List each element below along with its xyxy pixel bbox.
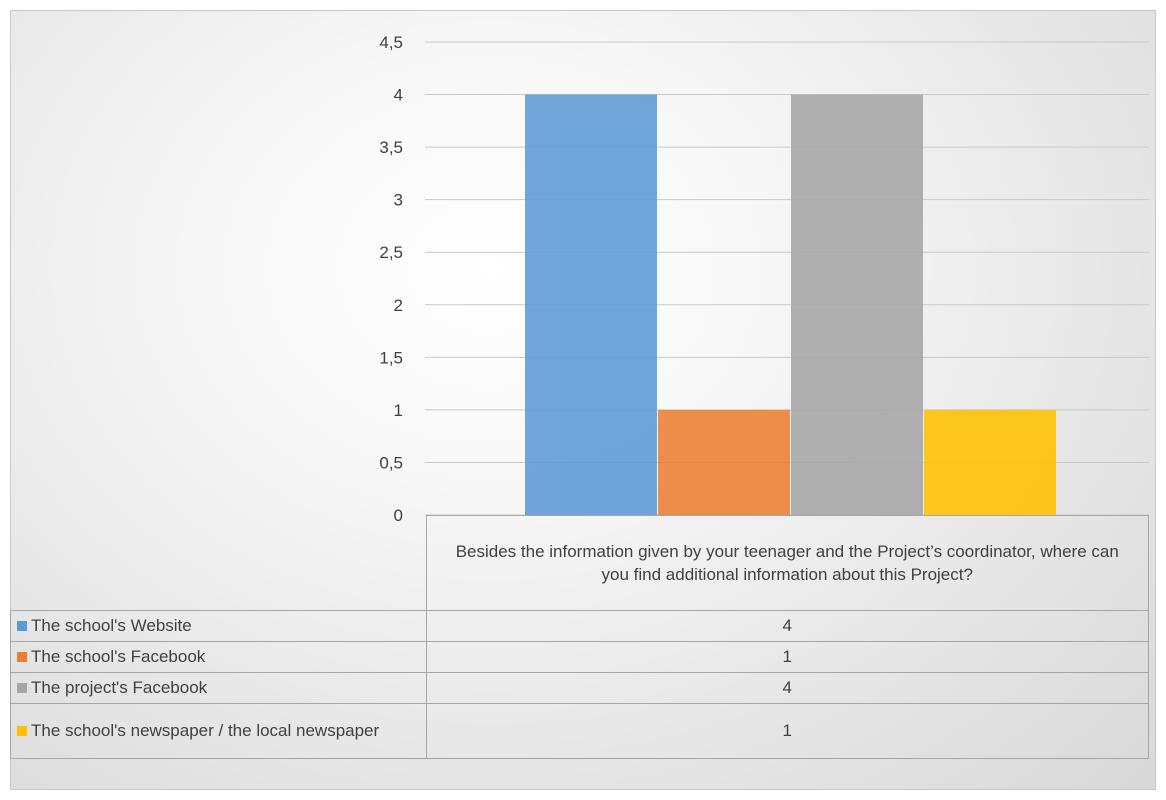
series-label: The school's newspaper / the local newsp…	[31, 721, 380, 740]
y-tick-label: 2,5	[379, 243, 403, 262]
legend-swatch	[17, 620, 27, 631]
series-value-cell: 4	[425, 671, 1149, 704]
y-tick-label: 4,5	[379, 33, 403, 52]
category-label: Besides the information given by your te…	[425, 515, 1149, 611]
y-tick-label: 1	[394, 401, 403, 420]
data-table-row: The school's Facebook 1	[10, 640, 1149, 673]
y-tick-label: 4	[394, 86, 403, 105]
y-tick-label: 0,5	[379, 453, 403, 472]
series-name-cell: The school's Website	[10, 609, 427, 642]
data-table-row: The school's newspaper / the local newsp…	[10, 702, 1149, 759]
bar	[791, 94, 923, 516]
chart-plot: 00,511,522,533,544,5	[379, 33, 1149, 525]
bar	[525, 94, 657, 516]
series-value-cell: 1	[425, 640, 1149, 673]
series-name-cell: The school's newspaper / the local newsp…	[10, 702, 427, 759]
y-tick-label: 3	[394, 191, 403, 210]
bar	[924, 409, 1056, 515]
data-table-row: The school's Website 4	[10, 609, 1149, 642]
series-name-cell: The project's Facebook	[10, 671, 427, 704]
y-tick-label: 1,5	[379, 348, 403, 367]
data-table-header-row: Besides the information given by your te…	[10, 515, 1149, 611]
chart-frame: 0 0,5 1 1,5 2 2,5 3 3,5 4 4,5 Besides the informa…	[10, 10, 1156, 790]
data-table-row: The project's Facebook 4	[10, 671, 1149, 704]
legend-swatch	[17, 682, 27, 693]
series-value-cell: 4	[425, 609, 1149, 642]
y-tick-label: 2	[394, 296, 403, 315]
bar	[658, 409, 790, 515]
series-name-cell: The school's Facebook	[10, 640, 427, 673]
series-label: The project's Facebook	[31, 678, 208, 697]
series-label: The school's Facebook	[31, 647, 206, 666]
legend-swatch	[17, 725, 27, 736]
series-value-cell: 1	[425, 702, 1149, 759]
data-table: Besides the information given by your te…	[10, 515, 1149, 759]
y-tick-label: 3,5	[379, 138, 403, 157]
legend-swatch	[17, 651, 27, 662]
series-label: The school's Website	[31, 616, 192, 635]
data-table-corner	[10, 515, 427, 611]
